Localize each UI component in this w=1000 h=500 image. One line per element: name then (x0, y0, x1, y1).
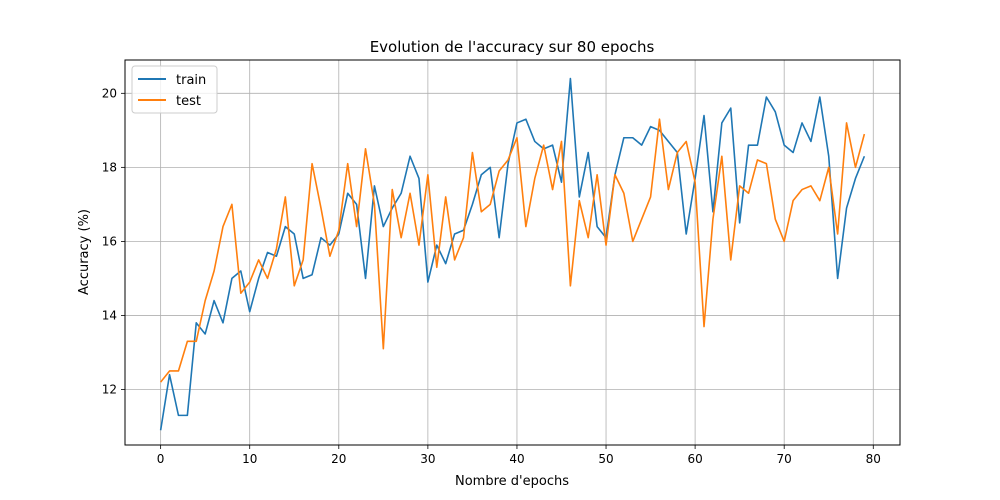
y-tick-label: 20 (102, 86, 117, 100)
legend: train test (131, 65, 218, 114)
series-line-train (159, 77, 866, 431)
x-tick-label: 30 (420, 452, 435, 466)
grid (125, 60, 900, 445)
x-ticks: 0 10 20 30 40 50 60 70 80 (157, 445, 881, 466)
legend-train-label: train (176, 73, 206, 88)
x-tick-label: 60 (687, 452, 702, 466)
legend-test-label: test (176, 94, 201, 109)
x-tick-label: 80 (866, 452, 881, 466)
x-tick-label: 40 (509, 452, 524, 466)
y-ticks: 12 14 16 18 20 (102, 86, 125, 396)
y-tick-label: 16 (102, 234, 117, 248)
x-tick-label: 50 (598, 452, 613, 466)
plot-frame (124, 59, 901, 446)
x-axis-label: Nombre d'epochs (455, 474, 569, 489)
y-axis-label: Accuracy (%) (77, 209, 92, 295)
x-tick-label: 10 (242, 452, 257, 466)
x-tick-label: 20 (331, 452, 346, 466)
series-line-test (160, 118, 866, 383)
y-tick-label: 18 (102, 160, 117, 174)
y-tick-label: 12 (102, 382, 117, 396)
x-tick-label: 0 (157, 452, 165, 466)
legend-box (131, 65, 218, 114)
series-lines (159, 77, 866, 431)
chart-title: Evolution de l'accuracy sur 80 epochs (370, 38, 655, 56)
x-tick-label: 70 (777, 452, 792, 466)
y-tick-label: 14 (102, 308, 117, 322)
